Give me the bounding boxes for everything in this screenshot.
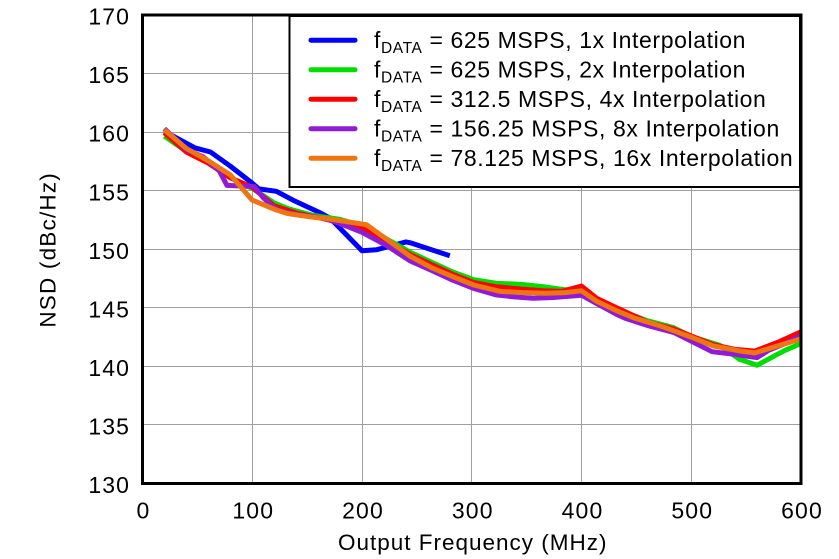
svg-text:200: 200 [342, 497, 384, 523]
svg-text:NSD (dBc/Hz): NSD (dBc/Hz) [36, 172, 61, 328]
svg-text:145: 145 [88, 296, 130, 322]
svg-text:155: 155 [88, 179, 130, 205]
svg-text:Output Frequency (MHz): Output Frequency (MHz) [338, 530, 608, 555]
svg-text:fDATA = 625 MSPS, 1x Interpola: fDATA = 625 MSPS, 1x Interpolation [374, 27, 746, 57]
svg-text:150: 150 [88, 238, 130, 264]
svg-text:165: 165 [88, 62, 130, 88]
svg-text:140: 140 [88, 355, 130, 381]
svg-text:fDATA = 312.5 MSPS, 4x Interpo: fDATA = 312.5 MSPS, 4x Interpolation [374, 86, 766, 116]
svg-text:160: 160 [88, 121, 130, 147]
svg-text:fDATA = 156.25 MSPS, 8x Interp: fDATA = 156.25 MSPS, 8x Interpolation [374, 115, 780, 145]
svg-text:300: 300 [452, 497, 494, 523]
svg-text:130: 130 [88, 472, 130, 498]
svg-text:fDATA = 78.125 MSPS, 16x Inter: fDATA = 78.125 MSPS, 16x Interpolation [374, 145, 793, 175]
svg-text:600: 600 [781, 497, 823, 523]
svg-text:100: 100 [232, 497, 274, 523]
svg-text:500: 500 [671, 497, 713, 523]
svg-text:170: 170 [88, 4, 130, 30]
svg-text:400: 400 [562, 497, 604, 523]
svg-text:135: 135 [88, 414, 130, 440]
svg-text:0: 0 [137, 497, 151, 523]
svg-text:fDATA = 625 MSPS, 2x Interpola: fDATA = 625 MSPS, 2x Interpolation [374, 56, 746, 86]
